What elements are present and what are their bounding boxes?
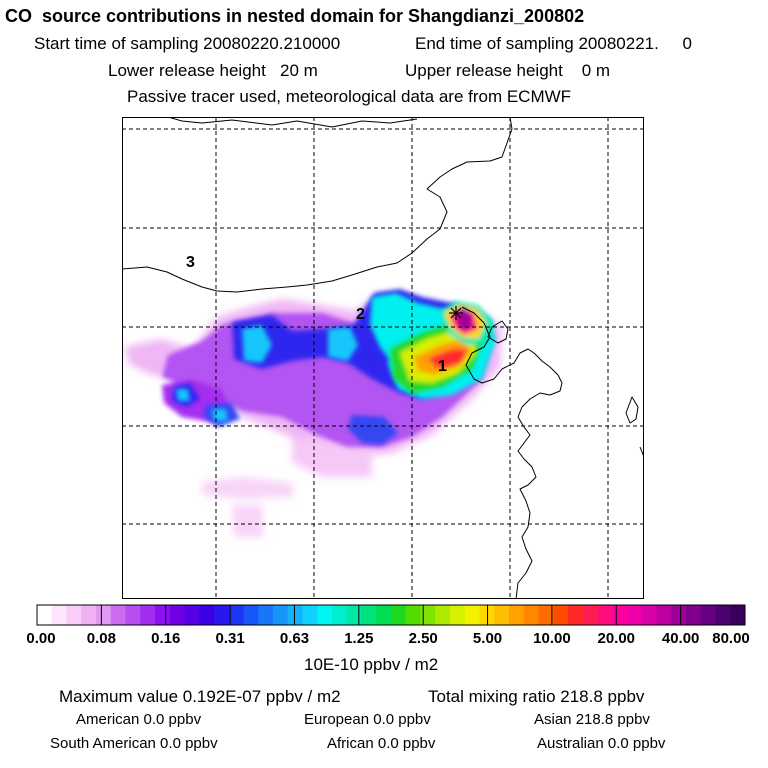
colorbar-swatch — [420, 605, 436, 625]
colorbar-swatch — [317, 605, 333, 625]
american-contribution: American 0.0 ppbv — [76, 711, 202, 728]
colorbar-swatch — [96, 605, 112, 625]
colorbar-swatch — [125, 605, 141, 625]
end-time-label: End time of sampling 20080221. 0 — [415, 34, 692, 53]
colorbar-tick-label: 80.00 — [712, 630, 750, 647]
colorbar-tick-label: 10.00 — [533, 630, 571, 647]
colorbar-swatch — [582, 605, 598, 625]
asian-contribution: Asian 218.8 ppbv — [534, 711, 650, 728]
european-contribution: European 0.0 ppbv — [304, 711, 431, 728]
south-american-contribution: South American 0.0 ppbv — [50, 735, 218, 752]
lower-release-height-label: Lower release height 20 m — [108, 61, 318, 80]
colorbar-swatch — [391, 605, 407, 625]
colorbar-swatch — [715, 605, 731, 625]
colorbar-tick-label: 2.50 — [408, 630, 438, 647]
colorbar-swatch — [553, 605, 569, 625]
colorbar-swatch — [538, 605, 554, 625]
total-mixing-ratio-label: Total mixing ratio 218.8 ppbv — [428, 687, 645, 706]
colorbar-swatch — [509, 605, 525, 625]
colorbar-swatch — [641, 605, 657, 625]
region-label-2: 2 — [356, 306, 365, 323]
colorbar-swatch — [110, 605, 126, 625]
colorbar-swatch — [214, 605, 230, 625]
colorbar-swatch — [228, 605, 244, 625]
tracer-note: Passive tracer used, meteorological data… — [127, 87, 572, 106]
colorbar-swatch — [686, 605, 702, 625]
map-gridlines — [122, 117, 644, 599]
colorbar-swatch — [656, 605, 672, 625]
source-contribution-map: 3 2 1 — [122, 117, 644, 599]
colorbar-swatch — [627, 605, 643, 625]
australian-contribution: Australian 0.0 ppbv — [537, 735, 666, 752]
african-contribution: African 0.0 ppbv — [327, 735, 436, 752]
colorbar-swatch — [140, 605, 156, 625]
colorbar-swatch — [435, 605, 451, 625]
colorbar-swatch — [494, 605, 510, 625]
colorbar-swatch — [332, 605, 348, 625]
colorbar-swatch — [169, 605, 185, 625]
colorbar-swatch — [597, 605, 613, 625]
colorbar-swatch — [479, 605, 495, 625]
receptor-star-icon — [449, 306, 463, 320]
colorbar-swatch — [258, 605, 274, 625]
colorbar-tick-label: 0.63 — [279, 630, 310, 647]
colorbar — [36, 604, 746, 626]
colorbar-tick-label: 1.25 — [344, 630, 374, 647]
colorbar-swatch — [155, 605, 171, 625]
colorbar-swatch — [243, 605, 259, 625]
map-boundaries — [122, 117, 644, 599]
colorbar-swatch — [184, 605, 200, 625]
region-label-1: 1 — [438, 358, 447, 375]
colorbar-swatch — [273, 605, 289, 625]
colorbar-tick-label: 0.31 — [215, 630, 245, 647]
upper-release-height-label: Upper release height 0 m — [405, 61, 611, 80]
colorbar-tick-label: 40.00 — [661, 630, 700, 647]
colorbar-swatch — [405, 605, 421, 625]
colorbar-swatch — [376, 605, 392, 625]
colorbar-frame — [36, 604, 746, 626]
map-frame — [122, 117, 644, 599]
colorbar-swatch — [287, 605, 303, 625]
plume-field — [124, 289, 502, 537]
colorbar-swatch — [450, 605, 466, 625]
colorbar-swatch — [37, 605, 53, 625]
colorbar-swatch — [81, 605, 97, 625]
colorbar-tick-label: 0.00 — [26, 630, 56, 647]
colorbar-swatch — [361, 605, 377, 625]
colorbar-swatch — [346, 605, 362, 625]
colorbar-swatch — [302, 605, 318, 625]
colorbar-swatch — [730, 605, 746, 625]
region-label-3: 3 — [186, 254, 195, 271]
plot-title: CO source contributions in nested domain… — [5, 6, 585, 26]
colorbar-swatch — [612, 605, 628, 625]
colorbar-swatch — [199, 605, 215, 625]
maximum-value-label: Maximum value 0.192E-07 ppbv / m2 — [59, 687, 341, 706]
colorbar-tick-label: 0.16 — [151, 630, 181, 647]
colorbar-tick-label: 20.00 — [597, 630, 636, 647]
colorbar-swatch — [66, 605, 82, 625]
colorbar-swatch — [51, 605, 67, 625]
plume-core-layer — [390, 301, 494, 393]
colorbar-swatch — [568, 605, 584, 625]
colorbar-tick-label: 0.08 — [86, 630, 116, 647]
colorbar-units: 10E-10 ppbv / m2 — [304, 655, 439, 674]
colorbar-swatch — [523, 605, 539, 625]
colorbar-tick-label: 5.00 — [472, 630, 503, 647]
colorbar-swatch — [464, 605, 480, 625]
colorbar-swatch — [700, 605, 716, 625]
start-time-label: Start time of sampling 20080220.210000 — [34, 34, 341, 53]
colorbar-swatch — [671, 605, 687, 625]
